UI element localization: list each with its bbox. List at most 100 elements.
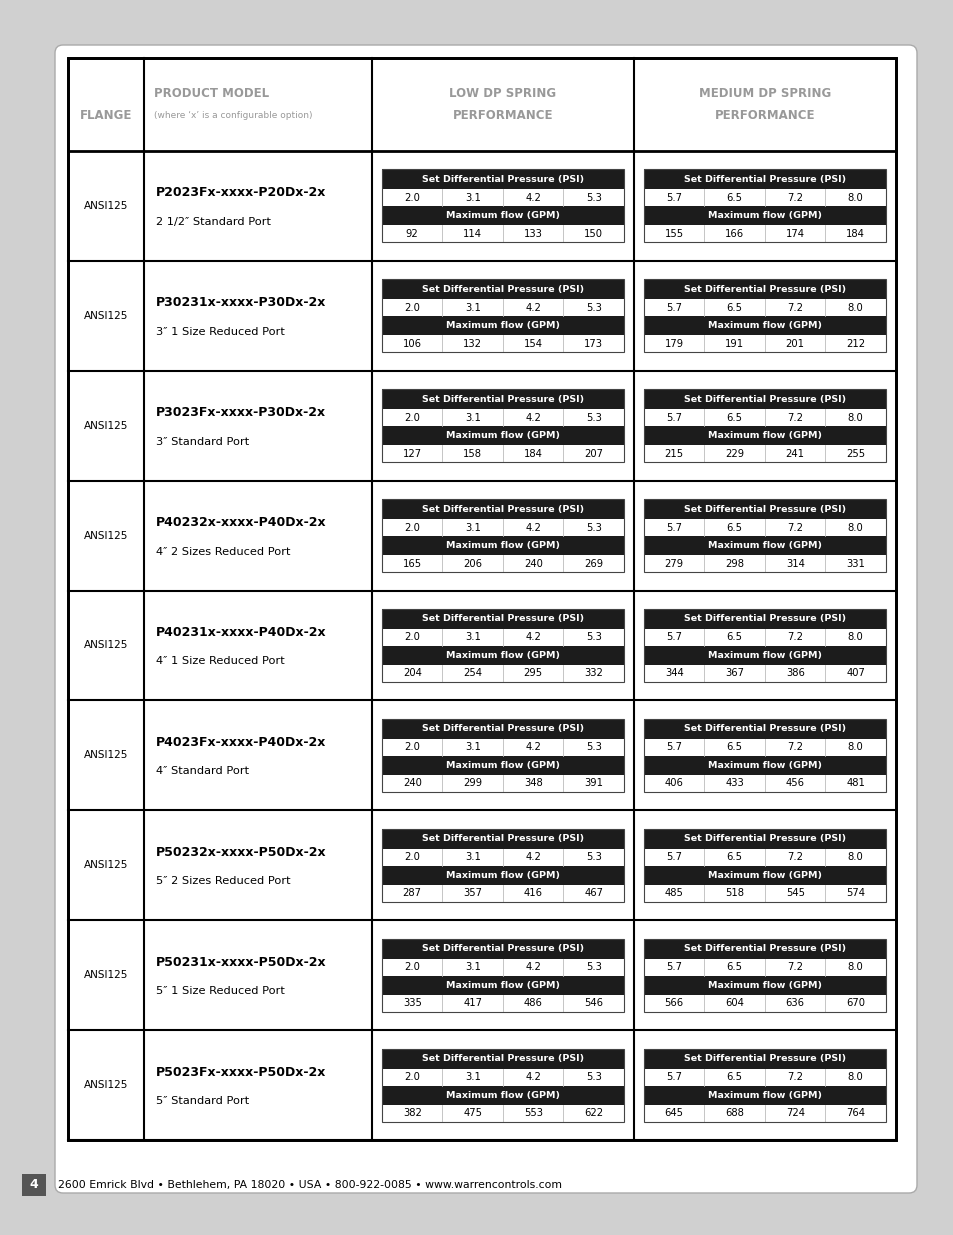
Text: 295: 295 [523, 668, 542, 678]
Bar [381, 866, 623, 884]
Text: 4.2: 4.2 [525, 193, 540, 203]
Bar [643, 279, 885, 352]
Bar [381, 829, 623, 848]
Text: 279: 279 [664, 558, 683, 568]
Text: 344: 344 [664, 668, 683, 678]
Text: 2.0: 2.0 [404, 962, 419, 972]
Text: Maximum flow (GPM): Maximum flow (GPM) [707, 981, 821, 989]
Text: 3.1: 3.1 [464, 522, 480, 532]
Bar [68, 1030, 895, 1140]
Text: Maximum flow (GPM): Maximum flow (GPM) [446, 651, 559, 659]
Text: (where ‘x’ is a configurable option): (where ‘x’ is a configurable option) [153, 111, 313, 120]
Text: Set Differential Pressure (PSI): Set Differential Pressure (PSI) [421, 395, 583, 404]
Text: P40232x-xxxx-P40Dx-2x: P40232x-xxxx-P40Dx-2x [156, 516, 326, 529]
Text: 132: 132 [463, 338, 482, 348]
Bar [68, 810, 895, 920]
Text: 391: 391 [583, 778, 602, 788]
Bar [381, 958, 623, 976]
Text: 5.7: 5.7 [665, 742, 681, 752]
Text: 481: 481 [845, 778, 864, 788]
Text: 174: 174 [785, 228, 804, 238]
Text: 417: 417 [463, 998, 482, 1008]
Text: 331: 331 [845, 558, 864, 568]
Text: 475: 475 [463, 1108, 482, 1118]
Bar [381, 536, 623, 555]
Text: 7.2: 7.2 [786, 412, 802, 422]
Text: 2.0: 2.0 [404, 303, 419, 312]
Text: 2.0: 2.0 [404, 193, 419, 203]
FancyBboxPatch shape [55, 44, 916, 1193]
Bar [643, 719, 885, 792]
Bar [643, 774, 885, 792]
Text: Set Differential Pressure (PSI): Set Differential Pressure (PSI) [421, 285, 583, 294]
Bar [643, 316, 885, 336]
Text: 5.3: 5.3 [585, 962, 601, 972]
Bar [381, 774, 623, 792]
Bar [643, 206, 885, 226]
Bar [643, 519, 885, 536]
Text: 5.7: 5.7 [665, 193, 681, 203]
Bar [381, 609, 623, 682]
Text: 158: 158 [463, 448, 482, 458]
Text: 207: 207 [583, 448, 602, 458]
Text: 2.0: 2.0 [404, 1072, 419, 1082]
Text: Set Differential Pressure (PSI): Set Differential Pressure (PSI) [683, 1053, 845, 1063]
Text: 2.0: 2.0 [404, 852, 419, 862]
Bar [643, 756, 885, 774]
Text: 7.2: 7.2 [786, 962, 802, 972]
Text: 6.5: 6.5 [726, 1072, 742, 1082]
Bar [381, 189, 623, 206]
Text: 518: 518 [724, 888, 743, 898]
Text: 204: 204 [402, 668, 421, 678]
Text: Set Differential Pressure (PSI): Set Differential Pressure (PSI) [683, 615, 845, 624]
Text: 191: 191 [724, 338, 743, 348]
Text: P30231x-xxxx-P30Dx-2x: P30231x-xxxx-P30Dx-2x [156, 296, 326, 309]
Text: 6.5: 6.5 [726, 193, 742, 203]
Text: 241: 241 [785, 448, 804, 458]
Text: 5.3: 5.3 [585, 852, 601, 862]
Text: 407: 407 [845, 668, 864, 678]
Text: 6.5: 6.5 [726, 303, 742, 312]
Text: P3023Fx-xxxx-P30Dx-2x: P3023Fx-xxxx-P30Dx-2x [156, 406, 326, 419]
Text: 3.1: 3.1 [464, 852, 480, 862]
Text: 467: 467 [583, 888, 602, 898]
Text: 5.7: 5.7 [665, 412, 681, 422]
Text: 3″ Standard Port: 3″ Standard Port [156, 437, 249, 447]
Text: 3.1: 3.1 [464, 632, 480, 642]
Text: MEDIUM DP SPRING: MEDIUM DP SPRING [699, 86, 830, 100]
Bar [381, 426, 623, 446]
Bar [68, 58, 895, 1140]
Text: FLANGE: FLANGE [80, 109, 132, 122]
Bar [68, 590, 895, 700]
Text: ANSI125: ANSI125 [84, 861, 128, 871]
Bar [643, 226, 885, 242]
Bar [381, 609, 623, 629]
Bar [643, 389, 885, 409]
Text: 456: 456 [785, 778, 804, 788]
Text: 546: 546 [583, 998, 602, 1008]
Text: 7.2: 7.2 [786, 193, 802, 203]
Text: 670: 670 [845, 998, 864, 1008]
Text: Set Differential Pressure (PSI): Set Differential Pressure (PSI) [421, 1053, 583, 1063]
Bar [643, 848, 885, 866]
Text: 3.1: 3.1 [464, 962, 480, 972]
Text: 2 1/2″ Standard Port: 2 1/2″ Standard Port [156, 217, 271, 227]
Bar [381, 555, 623, 572]
Bar [68, 261, 895, 370]
Bar [381, 829, 623, 902]
Text: P5023Fx-xxxx-P50Dx-2x: P5023Fx-xxxx-P50Dx-2x [156, 1066, 326, 1078]
Text: Set Differential Pressure (PSI): Set Differential Pressure (PSI) [421, 505, 583, 514]
Bar [643, 629, 885, 646]
Text: 5.3: 5.3 [585, 1072, 601, 1082]
Text: Maximum flow (GPM): Maximum flow (GPM) [446, 761, 559, 769]
Text: 5.3: 5.3 [585, 632, 601, 642]
Text: 604: 604 [724, 998, 743, 1008]
Text: 166: 166 [724, 228, 743, 238]
Text: 3.1: 3.1 [464, 412, 480, 422]
Text: 155: 155 [664, 228, 683, 238]
Bar [643, 719, 885, 739]
Bar [643, 279, 885, 299]
Text: 4″ Standard Port: 4″ Standard Port [156, 767, 249, 777]
Bar [381, 206, 623, 226]
Text: Set Differential Pressure (PSI): Set Differential Pressure (PSI) [421, 725, 583, 734]
